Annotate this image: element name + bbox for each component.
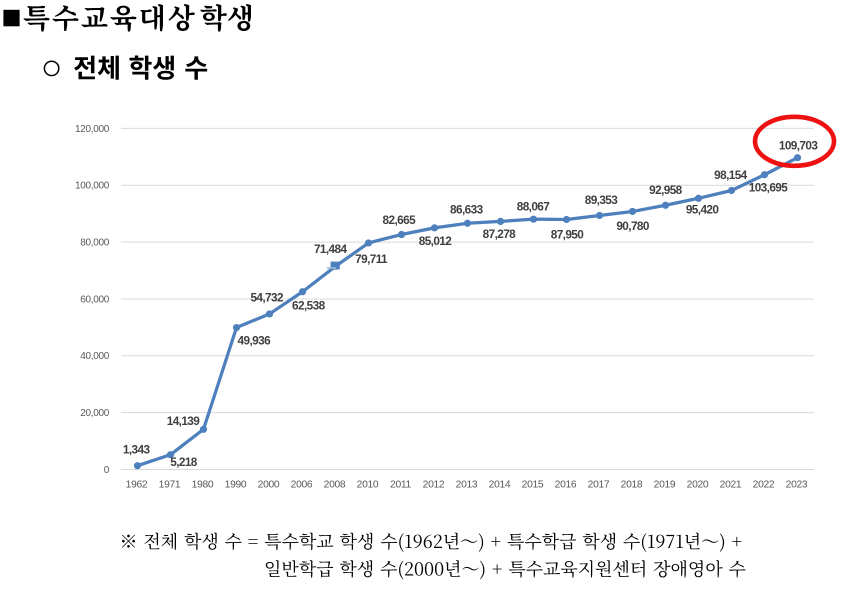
svg-text:2006: 2006 bbox=[291, 480, 313, 491]
svg-text:2008: 2008 bbox=[324, 480, 346, 491]
svg-text:2014: 2014 bbox=[489, 480, 511, 491]
svg-text:40,000: 40,000 bbox=[80, 351, 110, 362]
svg-text:2015: 2015 bbox=[522, 480, 544, 491]
svg-text:2019: 2019 bbox=[654, 480, 676, 491]
svg-text:90,780: 90,780 bbox=[616, 219, 650, 233]
svg-text:2016: 2016 bbox=[555, 480, 577, 491]
svg-text:92,958: 92,958 bbox=[649, 183, 683, 197]
svg-text:14,139: 14,139 bbox=[167, 414, 201, 428]
svg-text:2020: 2020 bbox=[687, 480, 709, 491]
svg-text:1971: 1971 bbox=[159, 480, 181, 491]
svg-text:54,732: 54,732 bbox=[250, 291, 284, 305]
svg-text:1962: 1962 bbox=[126, 480, 148, 491]
svg-text:1,343: 1,343 bbox=[123, 443, 151, 457]
svg-text:87,950: 87,950 bbox=[551, 227, 585, 241]
svg-text:71,484: 71,484 bbox=[314, 242, 348, 256]
svg-text:2000: 2000 bbox=[258, 480, 280, 491]
svg-text:86,633: 86,633 bbox=[450, 202, 484, 216]
svg-text:2017: 2017 bbox=[588, 480, 610, 491]
svg-text:2023: 2023 bbox=[786, 480, 808, 491]
svg-text:2013: 2013 bbox=[456, 480, 478, 491]
svg-text:85,012: 85,012 bbox=[419, 234, 453, 248]
svg-text:98,154: 98,154 bbox=[714, 168, 748, 182]
svg-text:2010: 2010 bbox=[357, 480, 379, 491]
svg-text:2018: 2018 bbox=[621, 480, 643, 491]
svg-text:5,218: 5,218 bbox=[170, 455, 198, 469]
svg-text:100,000: 100,000 bbox=[75, 181, 110, 192]
svg-text:88,067: 88,067 bbox=[517, 200, 551, 214]
svg-text:20,000: 20,000 bbox=[80, 408, 110, 419]
svg-text:2022: 2022 bbox=[753, 480, 775, 491]
svg-text:89,353: 89,353 bbox=[585, 193, 619, 207]
svg-text:62,538: 62,538 bbox=[292, 299, 326, 313]
svg-text:120,000: 120,000 bbox=[75, 124, 110, 135]
svg-text:49,936: 49,936 bbox=[238, 334, 272, 348]
svg-text:1990: 1990 bbox=[225, 480, 247, 491]
svg-text:82,665: 82,665 bbox=[383, 213, 417, 227]
svg-text:87,278: 87,278 bbox=[483, 227, 517, 241]
svg-text:80,000: 80,000 bbox=[80, 238, 110, 249]
svg-text:2021: 2021 bbox=[720, 480, 742, 491]
svg-text:95,420: 95,420 bbox=[686, 202, 720, 216]
svg-text:2012: 2012 bbox=[423, 480, 445, 491]
svg-text:60,000: 60,000 bbox=[80, 294, 110, 305]
svg-text:1980: 1980 bbox=[192, 480, 214, 491]
svg-text:103,695: 103,695 bbox=[749, 181, 788, 195]
svg-text:2011: 2011 bbox=[390, 480, 412, 491]
svg-text:109,703: 109,703 bbox=[779, 138, 818, 152]
svg-text:0: 0 bbox=[104, 465, 110, 476]
svg-text:79,711: 79,711 bbox=[355, 252, 388, 266]
